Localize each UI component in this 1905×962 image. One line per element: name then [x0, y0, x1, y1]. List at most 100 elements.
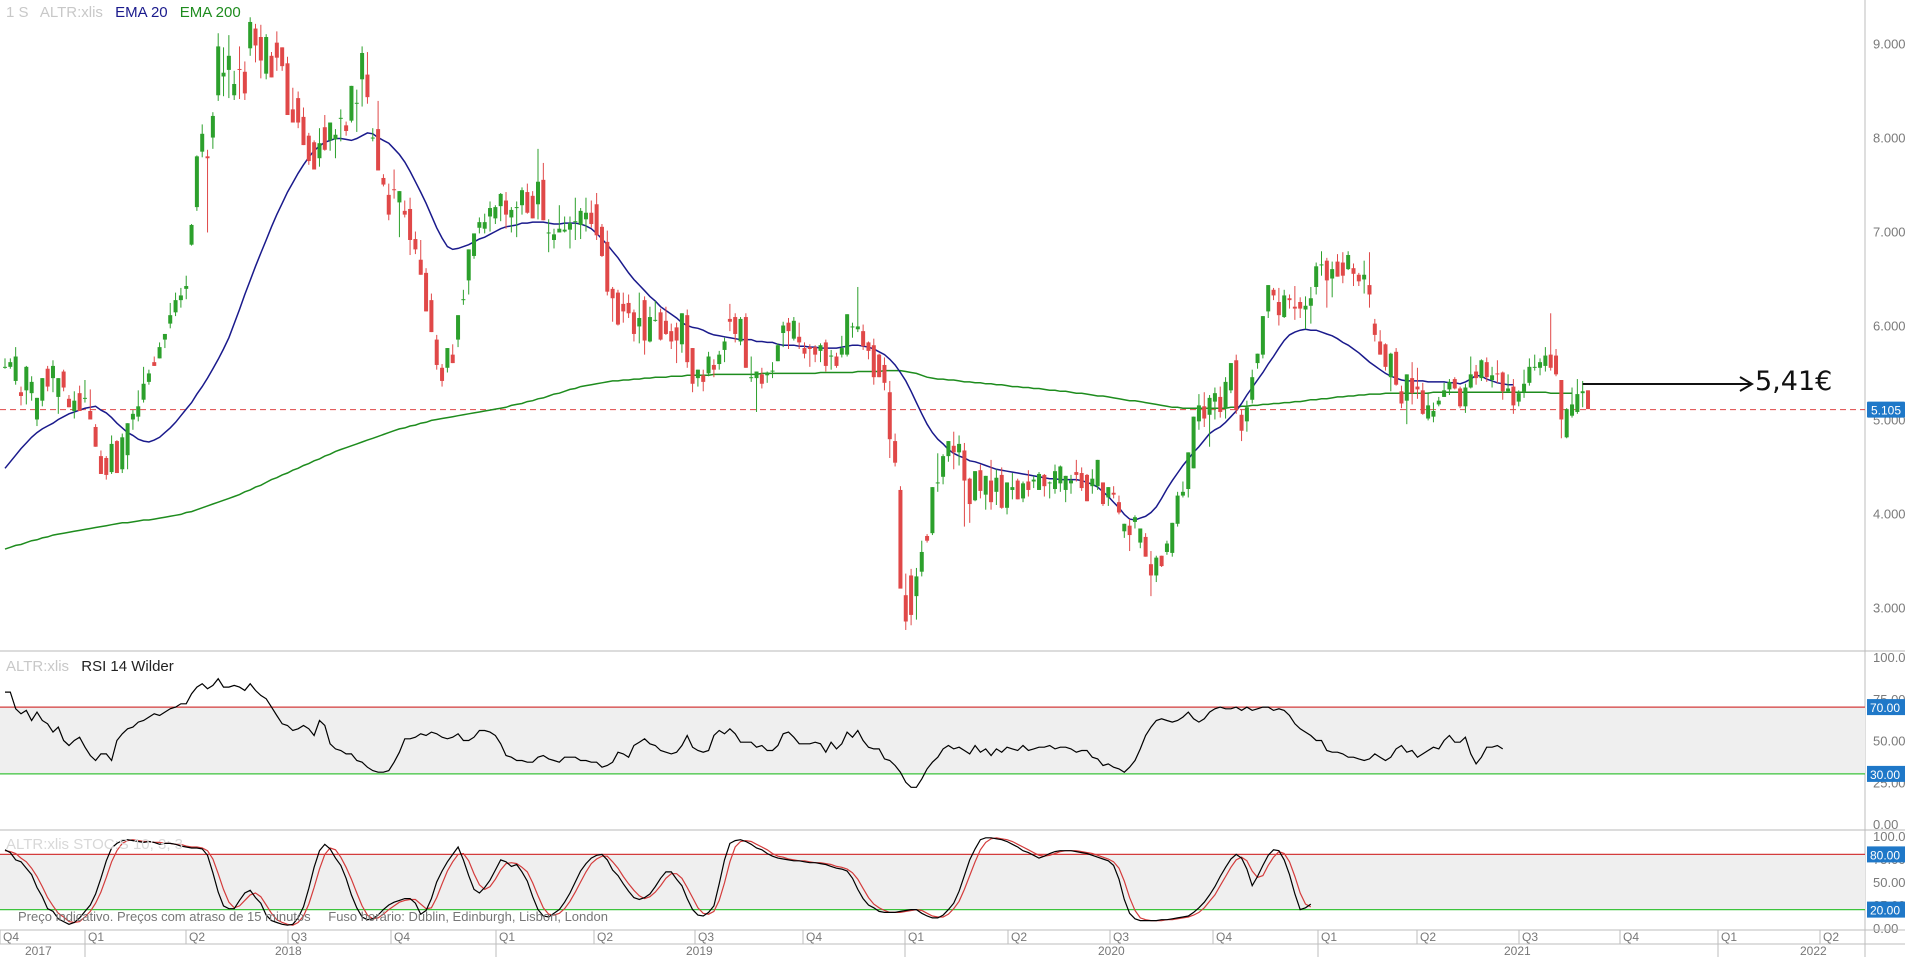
- candle-body: [189, 224, 194, 245]
- candle-body: [429, 300, 434, 333]
- quarter-label: Q3: [291, 930, 307, 944]
- candle-body: [1436, 400, 1441, 405]
- arrowhead-icon: [1739, 376, 1754, 392]
- interval-label: 1 S: [6, 4, 29, 21]
- ema200-legend[interactable]: EMA 200: [179, 4, 241, 21]
- rsi-line: [5, 677, 1504, 788]
- candle-body: [24, 366, 29, 391]
- price-axis-label: 9.000: [1873, 37, 1905, 52]
- candle-body: [488, 208, 493, 217]
- candle-body: [690, 348, 695, 384]
- candle-body: [717, 354, 722, 365]
- candle-body: [903, 595, 908, 622]
- candle-body: [765, 372, 770, 376]
- candle-body: [1106, 487, 1111, 498]
- candle-body: [861, 331, 866, 347]
- ema20-legend[interactable]: EMA 20: [115, 4, 168, 21]
- candle-body: [1404, 374, 1409, 401]
- candle-body: [674, 327, 679, 341]
- candle-body: [1127, 525, 1132, 536]
- candle-body: [610, 288, 615, 299]
- candle-body: [1058, 466, 1063, 484]
- candle-body: [1015, 480, 1020, 500]
- candle-body: [424, 272, 429, 312]
- price-axis-label: 6.000: [1873, 319, 1905, 334]
- candle-body: [1250, 377, 1255, 400]
- candle-body: [1484, 362, 1489, 378]
- candle-body: [162, 333, 167, 340]
- candle-body: [258, 37, 263, 61]
- candle-body: [701, 375, 706, 382]
- candle-body: [1244, 407, 1249, 422]
- candle-body: [1442, 390, 1447, 397]
- candle-body: [1037, 473, 1042, 490]
- candle-body: [1378, 341, 1383, 355]
- stoch-band-fill: [0, 854, 1865, 910]
- candle-body: [797, 336, 802, 343]
- candle-body: [1175, 495, 1180, 524]
- candle-body: [989, 480, 994, 503]
- candle-body: [1111, 492, 1116, 495]
- candle-body: [962, 450, 967, 481]
- candle-body: [589, 212, 594, 225]
- year-label: 2017: [25, 944, 52, 957]
- candle-body: [738, 318, 743, 342]
- candle-body: [392, 189, 397, 191]
- candle-body: [1138, 528, 1143, 543]
- candle-body: [349, 85, 354, 121]
- candle-body: [136, 406, 141, 417]
- candle-body: [877, 354, 882, 378]
- candle-body: [376, 129, 381, 171]
- candle-body: [509, 209, 514, 218]
- candle-body: [1356, 274, 1361, 282]
- rsi-indicator-label[interactable]: RSI 14 Wilder: [81, 658, 174, 675]
- candle-body: [520, 190, 525, 206]
- rsi-legend: ALTR:xlis RSI 14 Wilder: [6, 658, 182, 675]
- candle-body: [397, 191, 402, 203]
- candle-body: [642, 300, 647, 341]
- candle-body: [1303, 305, 1308, 310]
- candle-body: [807, 347, 812, 349]
- candle-body: [1191, 416, 1196, 469]
- rsi-axis-label: 50.00: [1873, 734, 1905, 749]
- candle-body: [759, 374, 764, 384]
- candle-body: [253, 28, 258, 46]
- candle-body: [466, 249, 471, 281]
- candle-body: [749, 377, 754, 379]
- candle-body: [1026, 481, 1031, 490]
- candle-body: [1522, 383, 1527, 393]
- candle-body: [1426, 405, 1431, 419]
- stoch-axis-label: 50.00: [1873, 875, 1905, 890]
- candle-body: [770, 370, 775, 372]
- candle-body: [386, 194, 391, 215]
- candle-body: [1431, 411, 1436, 417]
- candle-body: [1218, 396, 1223, 412]
- candle-body: [450, 354, 455, 364]
- candle-body: [562, 229, 567, 232]
- price-axis-label: 7.000: [1873, 225, 1905, 240]
- candle-body: [925, 535, 930, 541]
- candle-body: [274, 42, 279, 58]
- candle-body: [1324, 260, 1329, 281]
- candle-body: [408, 208, 413, 240]
- quarter-label: Q2: [1420, 930, 1436, 944]
- candle-body: [381, 177, 386, 185]
- rsi-axis-label: 0.00: [1873, 817, 1898, 832]
- stoch-indicator-label[interactable]: ALTR:xlis STOC:S 10; 3; 3: [6, 836, 184, 853]
- candle-body: [472, 233, 477, 256]
- candle-body: [866, 342, 871, 351]
- quarter-label: Q1: [1721, 930, 1737, 944]
- candle-body: [1010, 487, 1015, 490]
- candle-body: [413, 239, 418, 250]
- candle-body: [1063, 475, 1068, 490]
- candle-body: [173, 300, 178, 313]
- candle-body: [1495, 373, 1500, 375]
- candle-body: [583, 212, 588, 220]
- candle-body: [845, 314, 850, 355]
- candle-body: [1292, 306, 1297, 309]
- candle-body: [1212, 393, 1217, 402]
- last-price-badge: [1867, 401, 1905, 418]
- candle-body: [909, 575, 914, 615]
